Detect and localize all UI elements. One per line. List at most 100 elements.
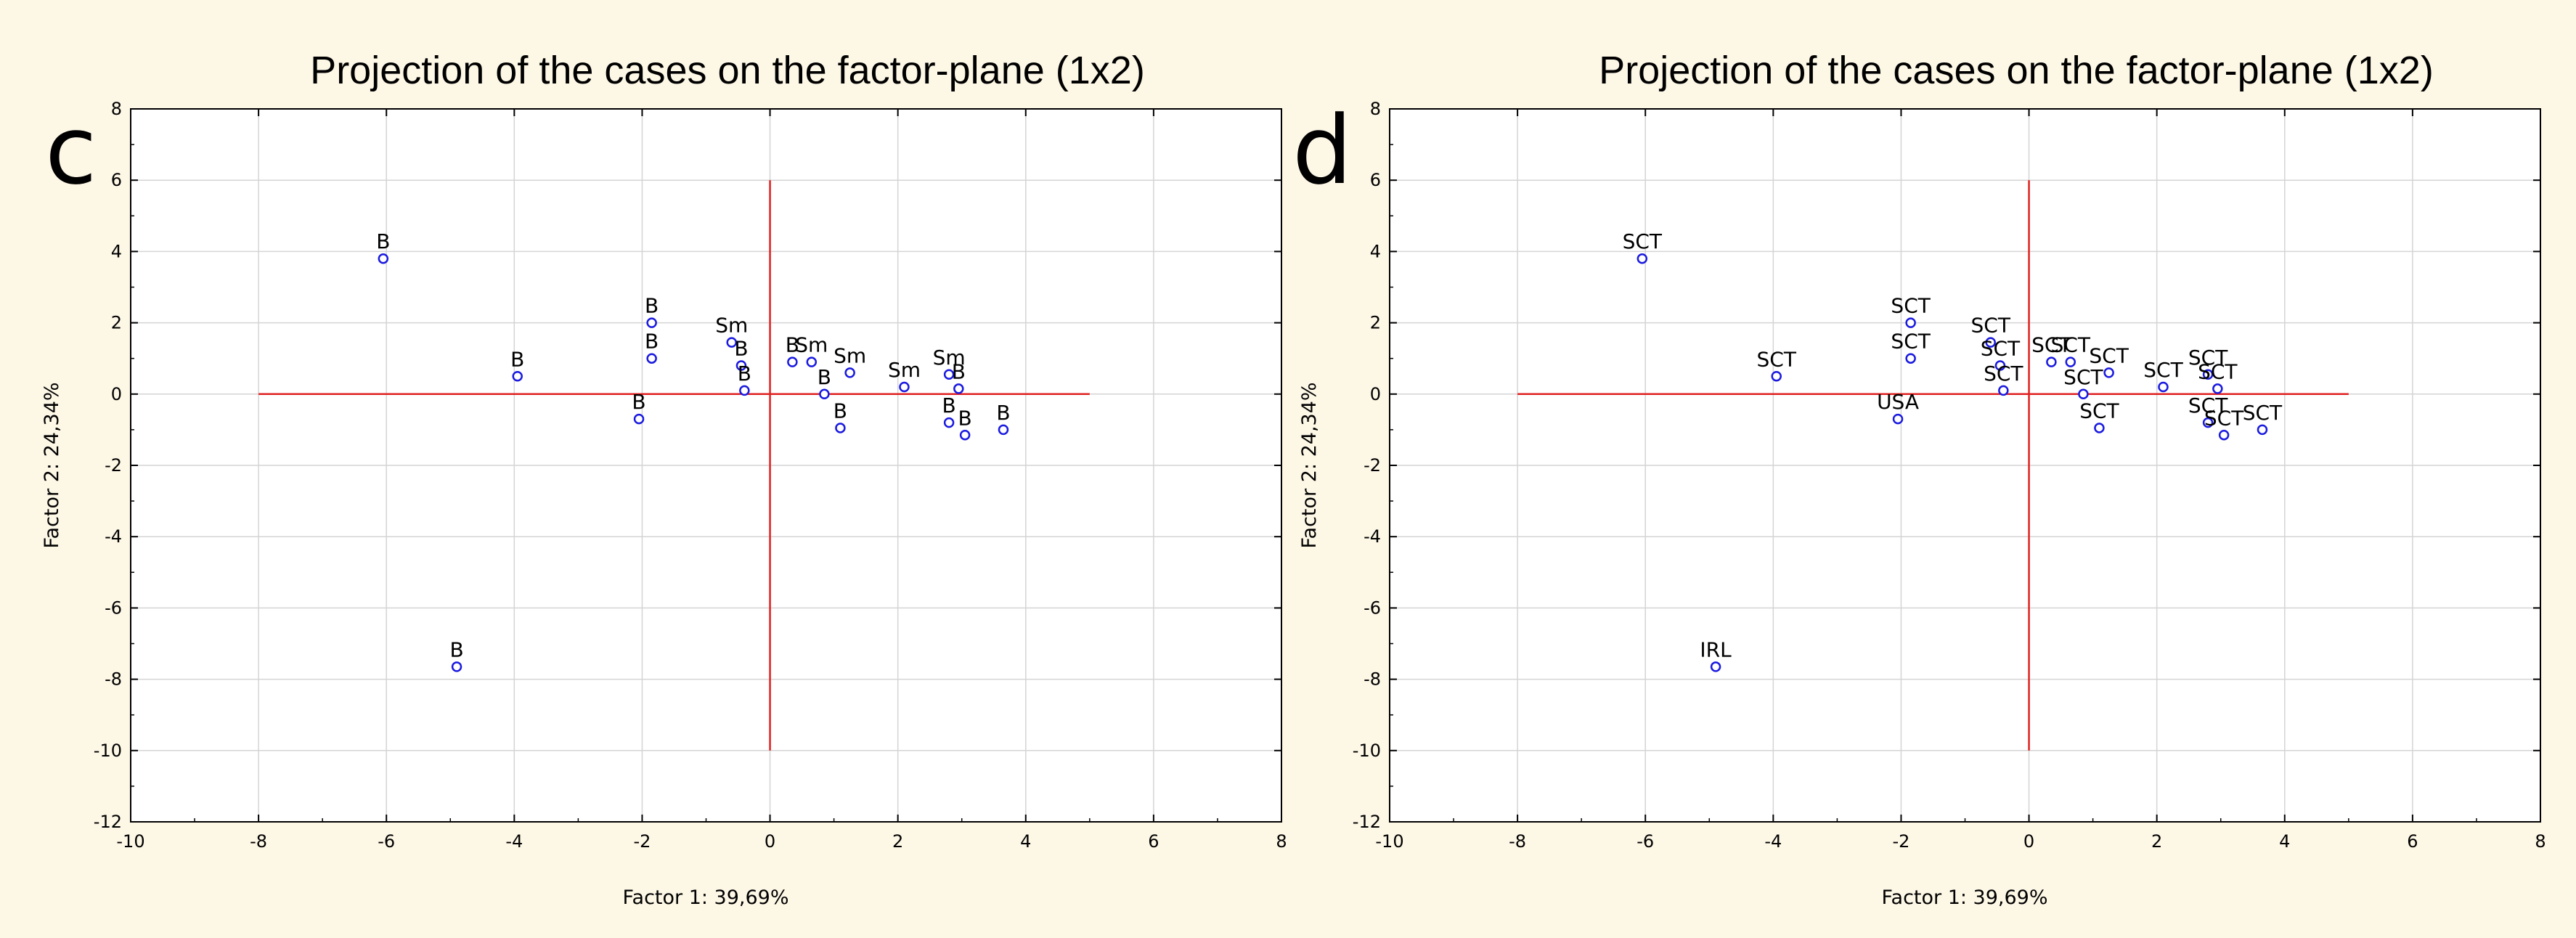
panel-letter: d: [1292, 95, 1353, 205]
data-point: [2065, 356, 2076, 367]
data-point-label: SCT: [2243, 401, 2283, 425]
data-point-label: USA: [1877, 390, 1919, 414]
reference-lines: [1517, 180, 2349, 751]
data-point: [998, 424, 1009, 436]
data-point-label: SCT: [2063, 365, 2103, 389]
grid: [1390, 109, 2540, 822]
panel-letter: c: [45, 95, 97, 205]
data-point-label: SCT: [2031, 333, 2071, 357]
y-tick-label: -12: [94, 812, 122, 832]
x-tick-label: 0: [2023, 831, 2034, 852]
data-point: [806, 356, 818, 367]
y-tick-label: -6: [1364, 598, 1381, 618]
data-point-label: Sm: [933, 346, 966, 370]
x-tick-label: 6: [1148, 831, 1159, 852]
data-point-label: B: [996, 401, 1010, 425]
reference-lines: [258, 180, 1090, 751]
x-tick-label: -10: [116, 831, 144, 852]
data-point-label: SCT: [2198, 359, 2238, 383]
y-tick-label: 8: [1370, 99, 1381, 119]
data-point: [2103, 367, 2114, 378]
data-point-label: B: [818, 365, 831, 389]
y-tick-label: 0: [111, 384, 122, 404]
data-points: SCTIRLSCTUSASCTSCTSCTSCTSCTSCTSCTSCTSCTS…: [1623, 229, 2283, 672]
data-point: [1998, 385, 2009, 396]
x-axis-label: Factor 1: 39,69%: [1881, 886, 2047, 909]
data-point: [1994, 360, 2006, 371]
x-axis-ticks: -10 -8 -6 -4 -2 0 2 4 6 8: [116, 109, 1287, 852]
y-tick-label: -2: [1364, 455, 1381, 476]
data-point: [378, 253, 389, 264]
data-point: [2202, 417, 2214, 428]
data-point-label: SCT: [1971, 314, 2011, 338]
data-point: [959, 430, 971, 441]
x-tick-label: 8: [1276, 831, 1287, 852]
x-axis-label: Factor 1: 39,69%: [622, 886, 788, 909]
data-point-label: B: [952, 359, 966, 383]
data-point-label: IRL: [1700, 637, 1732, 661]
y-axis-label: Factor 2: 24,34%: [1298, 382, 1321, 548]
y-tick-label: 2: [111, 313, 122, 333]
y-axis-ticks: -12 -10 -8 -6 -4 -2 0 2 4 6 8: [1353, 99, 2540, 832]
x-tick-label: 0: [765, 831, 775, 852]
data-point-label: SCT: [1757, 347, 1797, 371]
data-point-label: B: [632, 390, 645, 414]
data-point-label: Sm: [888, 358, 921, 382]
x-tick-label: -4: [1764, 831, 1782, 852]
data-point-label: B: [376, 229, 390, 253]
data-point: [646, 317, 657, 328]
data-point-label: B: [734, 337, 748, 361]
data-point-label: SCT: [2204, 406, 2244, 430]
data-point-label: B: [645, 294, 659, 318]
data-point: [943, 369, 955, 380]
data-point-label: B: [645, 330, 659, 354]
data-point: [1637, 253, 1648, 264]
data-point: [2218, 430, 2230, 441]
data-point-label: SCT: [1891, 330, 1931, 354]
y-tick-label: 4: [111, 241, 122, 261]
data-point-label: Sm: [715, 314, 748, 338]
data-point: [2158, 381, 2169, 393]
x-tick-label: -10: [1375, 831, 1403, 852]
x-tick-label: 8: [2535, 831, 2546, 852]
y-tick-label: -12: [1353, 812, 1381, 832]
y-axis-label: Factor 2: 24,34%: [41, 382, 63, 548]
data-point: [1771, 371, 1782, 382]
y-tick-label: 8: [111, 99, 122, 119]
data-point-label: B: [833, 399, 847, 423]
data-point: [1905, 317, 1916, 328]
data-point-label: SCT: [1981, 337, 2021, 361]
data-point-label: Sm: [833, 343, 866, 367]
data-point: [633, 413, 645, 425]
y-tick-label: -6: [105, 598, 122, 618]
data-point-label: SCT: [2188, 393, 2228, 417]
grid: [131, 109, 1281, 822]
x-tick-label: -6: [378, 831, 395, 852]
data-point-label: SCT: [2143, 358, 2183, 382]
y-tick-label: -2: [105, 455, 122, 476]
x-tick-label: -6: [1637, 831, 1654, 852]
data-point: [835, 423, 846, 433]
data-point-label: B: [449, 637, 463, 661]
data-point: [2212, 383, 2223, 394]
data-point: [2046, 356, 2057, 367]
y-tick-label: -8: [105, 669, 122, 690]
data-point-label: B: [510, 347, 524, 371]
data-point-label: B: [738, 362, 751, 386]
x-tick-label: -4: [505, 831, 523, 852]
data-point: [899, 381, 910, 393]
y-tick-label: 2: [1370, 313, 1381, 333]
data-point-label: B: [786, 333, 799, 357]
data-point: [819, 388, 830, 400]
data-point-label: B: [958, 406, 972, 430]
data-point-label: SCT: [2079, 399, 2119, 423]
data-point: [451, 661, 462, 672]
data-point-label: SCT: [2089, 343, 2129, 367]
x-tick-label: -8: [1509, 831, 1526, 852]
y-tick-label: -10: [94, 741, 122, 761]
data-point: [953, 383, 964, 394]
data-point-label: SCT: [2188, 346, 2228, 370]
data-point: [2202, 369, 2214, 380]
x-tick-label: -2: [633, 831, 651, 852]
